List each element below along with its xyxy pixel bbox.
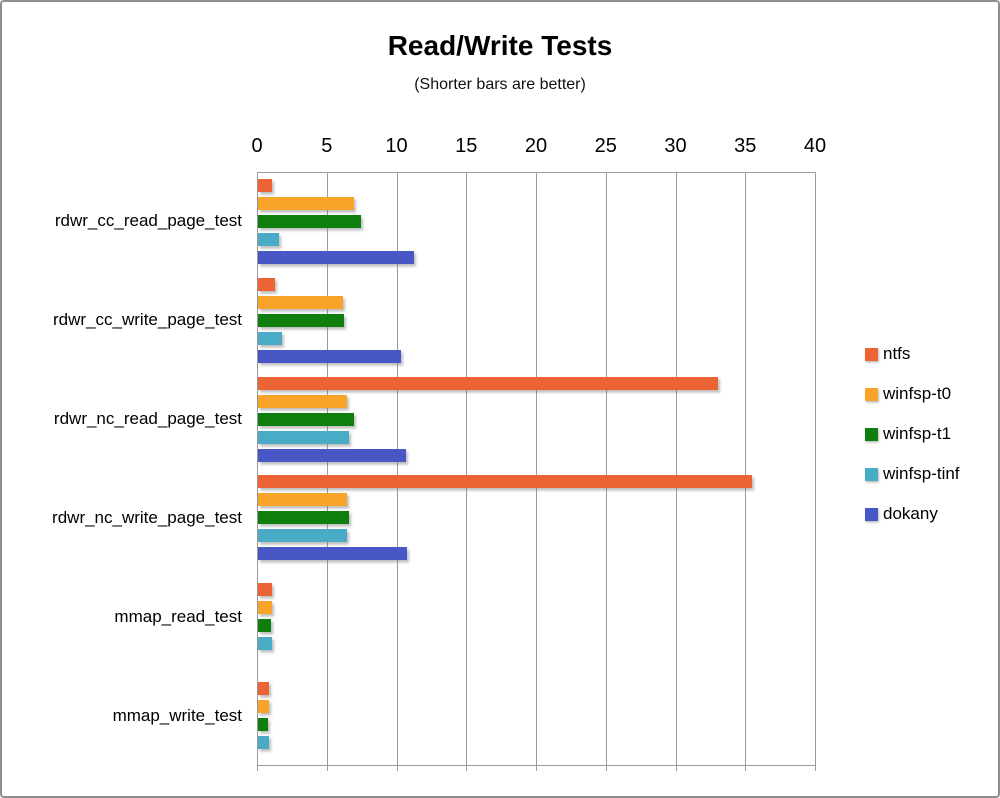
bar-winfsp-t1: [258, 412, 355, 426]
x-tick-label: 40: [803, 135, 827, 157]
gridline: [745, 172, 747, 771]
bar-ntfs: [258, 682, 270, 696]
legend-label: dokany: [883, 504, 938, 523]
bar-winfsp-t0: [258, 700, 270, 714]
category-label: mmap_read_test: [114, 606, 242, 626]
bar-winfsp-t1: [258, 511, 349, 525]
gridline: [466, 172, 468, 771]
bar-group-rdwr_cc_read_page_test: [258, 172, 815, 271]
gridline: [536, 172, 537, 771]
bar-winfsp-t1: [258, 313, 345, 327]
category-label: rdwr_nc_write_page_test: [52, 507, 242, 527]
x-tick-label: 30: [664, 135, 687, 157]
gridline: [675, 172, 677, 771]
bar-ntfs: [258, 178, 272, 192]
x-tick-label: 15: [455, 135, 478, 157]
legend-item-winfsp-t0: winfsp-t0: [865, 384, 960, 403]
bar-winfsp-t1: [258, 214, 362, 228]
bar-winfsp-tinf: [258, 430, 349, 444]
legend-label: winfsp-t0: [883, 384, 952, 403]
bar-winfsp-tinf: [258, 529, 348, 543]
legend-label: ntfs: [883, 344, 911, 363]
legend-label: winfsp-tinf: [883, 464, 960, 483]
bar-winfsp-t0: [258, 295, 343, 309]
legend: ntfs winfsp-t0 winfsp-t1 winfsp-tinf dokany: [865, 344, 960, 523]
legend-swatch-icon: [865, 467, 878, 481]
x-tick-label: 10: [385, 135, 408, 157]
legend-swatch-icon: [865, 427, 878, 441]
gridline: [605, 172, 607, 771]
legend-swatch-icon: [865, 347, 878, 361]
x-tick-label: 35: [734, 135, 757, 157]
bar-winfsp-tinf: [258, 331, 282, 345]
legend-item-winfsp-tinf: winfsp-tinf: [865, 464, 960, 483]
bar-group-rdwr_nc_read_page_test: [258, 370, 815, 469]
bar-group-mmap_write_test: [258, 666, 815, 765]
legend-label: winfsp-t1: [883, 424, 952, 443]
legend-item-ntfs: ntfs: [865, 344, 960, 363]
chart-title: Read/Write Tests: [387, 30, 613, 61]
bar-ntfs: [258, 475, 753, 489]
bar-winfsp-tinf: [258, 232, 279, 246]
plot-border: [257, 765, 816, 766]
bar-dokany: [258, 547, 407, 561]
bar-group-rdwr_cc_write_page_test: [258, 271, 815, 370]
category-label: rdwr_cc_write_page_test: [53, 310, 242, 330]
plot-border: [257, 172, 816, 173]
bar-ntfs: [258, 376, 718, 390]
x-tick-label: 0: [251, 135, 263, 157]
legend-item-dokany: dokany: [865, 504, 960, 523]
bar-dokany: [258, 349, 402, 363]
bar-dokany: [258, 250, 414, 264]
category-label: mmap_write_test: [112, 705, 242, 725]
bar-winfsp-t1: [258, 718, 269, 732]
bar-winfsp-t0: [258, 601, 272, 615]
bar-ntfs: [258, 277, 275, 291]
legend-swatch-icon: [865, 507, 878, 521]
gridline: [326, 172, 328, 771]
x-tick-label: 20: [524, 135, 548, 157]
bar-winfsp-t0: [258, 196, 355, 210]
bar-group-rdwr_nc_write_page_test: [258, 469, 815, 568]
bar-winfsp-t0: [258, 493, 348, 507]
gridline: [396, 172, 398, 771]
legend-item-winfsp-t1: winfsp-t1: [865, 424, 960, 443]
gridline: [815, 172, 816, 771]
bar-winfsp-tinf: [258, 637, 272, 651]
category-label: rdwr_nc_read_page_test: [53, 409, 242, 429]
bar-winfsp-tinf: [258, 736, 270, 750]
bar-dokany: [258, 448, 406, 462]
x-tick-label: 25: [594, 135, 617, 157]
gridline: [257, 172, 258, 771]
bar-group-mmap_read_test: [258, 567, 815, 666]
bar-winfsp-t1: [258, 619, 271, 633]
x-tick-label: 5: [321, 135, 333, 157]
bar-winfsp-t0: [258, 394, 348, 408]
chart-subtitle: (Shorter bars are better): [414, 76, 586, 93]
legend-swatch-icon: [865, 387, 878, 401]
category-label: rdwr_cc_read_page_test: [54, 211, 242, 231]
bar-ntfs: [258, 583, 272, 597]
